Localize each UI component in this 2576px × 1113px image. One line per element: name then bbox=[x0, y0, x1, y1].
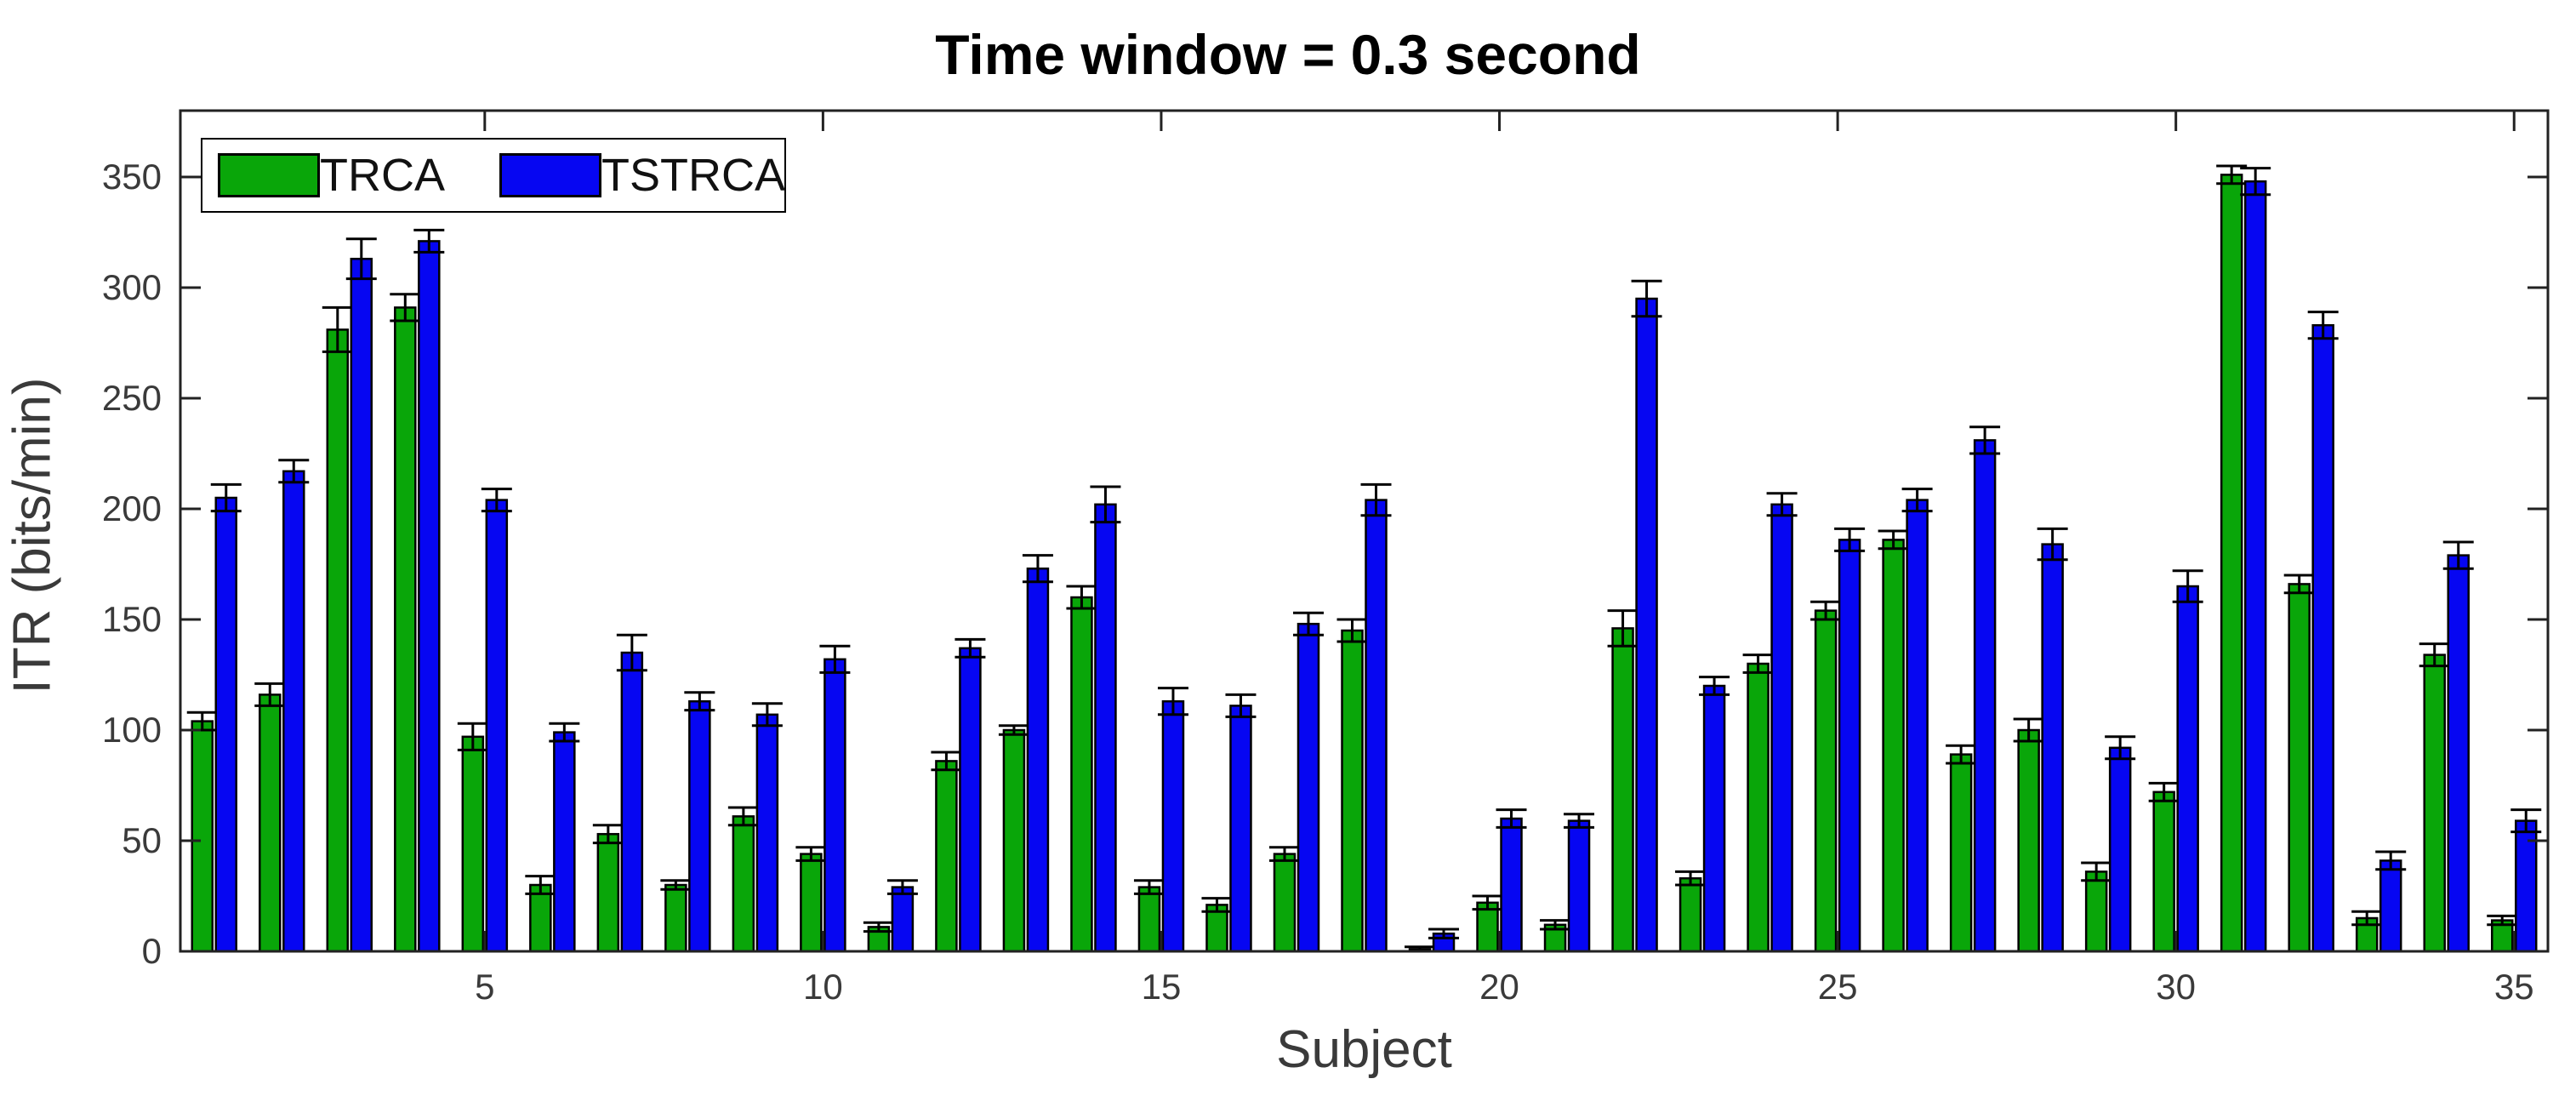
bar-tstrca-subject-8 bbox=[688, 699, 711, 953]
bar-tstrca-subject-11 bbox=[891, 886, 915, 953]
x-tick-label: 10 bbox=[803, 967, 843, 1007]
y-tick-label: 250 bbox=[102, 378, 162, 418]
bar-tstrca-subject-16 bbox=[1229, 705, 1252, 953]
bar-trca-subject-34 bbox=[2423, 654, 2446, 953]
bar-tstrca-subject-29 bbox=[2108, 746, 2132, 953]
bar-trca-subject-15 bbox=[1137, 886, 1161, 953]
bar-tstrca-subject-9 bbox=[755, 713, 779, 953]
bar-tstrca-subject-26 bbox=[1906, 499, 1929, 953]
bar-trca-subject-9 bbox=[732, 815, 755, 953]
y-tick-label: 300 bbox=[102, 267, 162, 307]
bar-trca-subject-14 bbox=[1070, 596, 1093, 953]
y-tick-label: 200 bbox=[102, 488, 162, 528]
bar-tstrca-subject-25 bbox=[1838, 539, 1861, 953]
x-tick-label: 25 bbox=[1818, 967, 1858, 1007]
bar-trca-subject-10 bbox=[800, 853, 823, 953]
legend-item-tstrca: TSTRCA bbox=[499, 140, 785, 211]
bar-trca-subject-7 bbox=[596, 832, 620, 953]
bar-trca-subject-32 bbox=[2288, 583, 2311, 953]
bar-trca-subject-28 bbox=[2017, 728, 2040, 953]
legend-label-trca: TRCA bbox=[320, 150, 445, 201]
y-tick-label: 50 bbox=[122, 820, 162, 860]
bar-trca-subject-1 bbox=[191, 720, 214, 953]
x-tick-label: 35 bbox=[2494, 967, 2534, 1007]
bar-tstrca-subject-15 bbox=[1161, 699, 1185, 953]
bar-tstrca-subject-23 bbox=[1702, 684, 1726, 953]
bar-tstrca-subject-21 bbox=[1567, 819, 1591, 953]
bar-trca-subject-12 bbox=[935, 760, 958, 953]
bar-tstrca-subject-18 bbox=[1365, 499, 1388, 953]
bar-trca-subject-17 bbox=[1273, 853, 1297, 953]
bar-trca-subject-18 bbox=[1341, 629, 1364, 953]
bar-tstrca-subject-14 bbox=[1094, 503, 1117, 953]
bar-tstrca-subject-6 bbox=[553, 731, 576, 953]
bar-tstrca-subject-34 bbox=[2447, 554, 2470, 953]
tstrca-color-swatch bbox=[499, 153, 601, 197]
legend-label-tstrca: TSTRCA bbox=[601, 150, 785, 201]
bar-trca-subject-13 bbox=[1002, 728, 1026, 953]
x-tick-label: 15 bbox=[1142, 967, 1182, 1007]
bar-tstrca-subject-7 bbox=[620, 651, 644, 953]
bar-trca-subject-3 bbox=[326, 328, 350, 953]
y-tick-label: 100 bbox=[102, 710, 162, 750]
x-tick-label: 20 bbox=[1479, 967, 1519, 1007]
legend-box: TRCA TSTRCA bbox=[201, 138, 786, 213]
y-tick-label: 0 bbox=[142, 931, 162, 971]
bar-trca-subject-30 bbox=[2152, 791, 2175, 953]
chart-title: Time window = 0.3 second bbox=[935, 23, 1641, 86]
x-tick-label: 5 bbox=[475, 967, 494, 1007]
bar-trca-subject-23 bbox=[1678, 876, 1702, 953]
bar-tstrca-subject-17 bbox=[1297, 622, 1320, 953]
bar-tstrca-subject-32 bbox=[2311, 323, 2334, 953]
bar-trca-subject-27 bbox=[1949, 753, 1973, 953]
y-tick-label: 150 bbox=[102, 599, 162, 639]
bar-tstrca-subject-20 bbox=[1500, 817, 1523, 953]
plot-box bbox=[179, 109, 2550, 953]
bar-trca-subject-4 bbox=[394, 306, 417, 953]
bar-tstrca-subject-28 bbox=[2041, 543, 2064, 953]
bar-tstrca-subject-30 bbox=[2176, 585, 2199, 953]
y-tick-label: 350 bbox=[102, 157, 162, 197]
trca-color-swatch bbox=[218, 153, 320, 197]
bar-trca-subject-22 bbox=[1611, 627, 1634, 953]
bar-trca-subject-5 bbox=[461, 735, 485, 953]
bar-trca-subject-24 bbox=[1747, 662, 1770, 953]
bar-trca-subject-8 bbox=[664, 883, 687, 953]
bar-tstrca-subject-22 bbox=[1635, 297, 1658, 953]
bar-tstrca-subject-10 bbox=[824, 658, 846, 953]
bar-trca-subject-2 bbox=[259, 693, 282, 953]
bar-trca-subject-29 bbox=[2084, 870, 2108, 953]
bar-tstrca-subject-2 bbox=[282, 470, 305, 953]
bar-trca-subject-26 bbox=[1882, 539, 1905, 953]
bar-tstrca-subject-27 bbox=[1973, 439, 1997, 953]
bar-tstrca-subject-4 bbox=[418, 240, 441, 953]
bar-trca-subject-31 bbox=[2220, 174, 2243, 953]
x-axis-label: Subject bbox=[1276, 1020, 1452, 1079]
bar-tstrca-subject-12 bbox=[959, 647, 982, 953]
bar-tstrca-subject-31 bbox=[2243, 180, 2267, 953]
x-tick-label: 30 bbox=[2156, 967, 2196, 1007]
bar-tstrca-subject-3 bbox=[350, 257, 373, 953]
bar-tstrca-subject-24 bbox=[1770, 503, 1793, 953]
bar-tstrca-subject-33 bbox=[2379, 859, 2402, 953]
bar-trca-subject-25 bbox=[1814, 609, 1838, 953]
bar-tstrca-subject-1 bbox=[214, 496, 238, 953]
bar-tstrca-subject-5 bbox=[485, 499, 509, 953]
bar-tstrca-subject-13 bbox=[1026, 567, 1050, 953]
legend-item-trca: TRCA bbox=[218, 140, 445, 211]
y-axis-label: ITR (bits/min) bbox=[3, 377, 62, 694]
